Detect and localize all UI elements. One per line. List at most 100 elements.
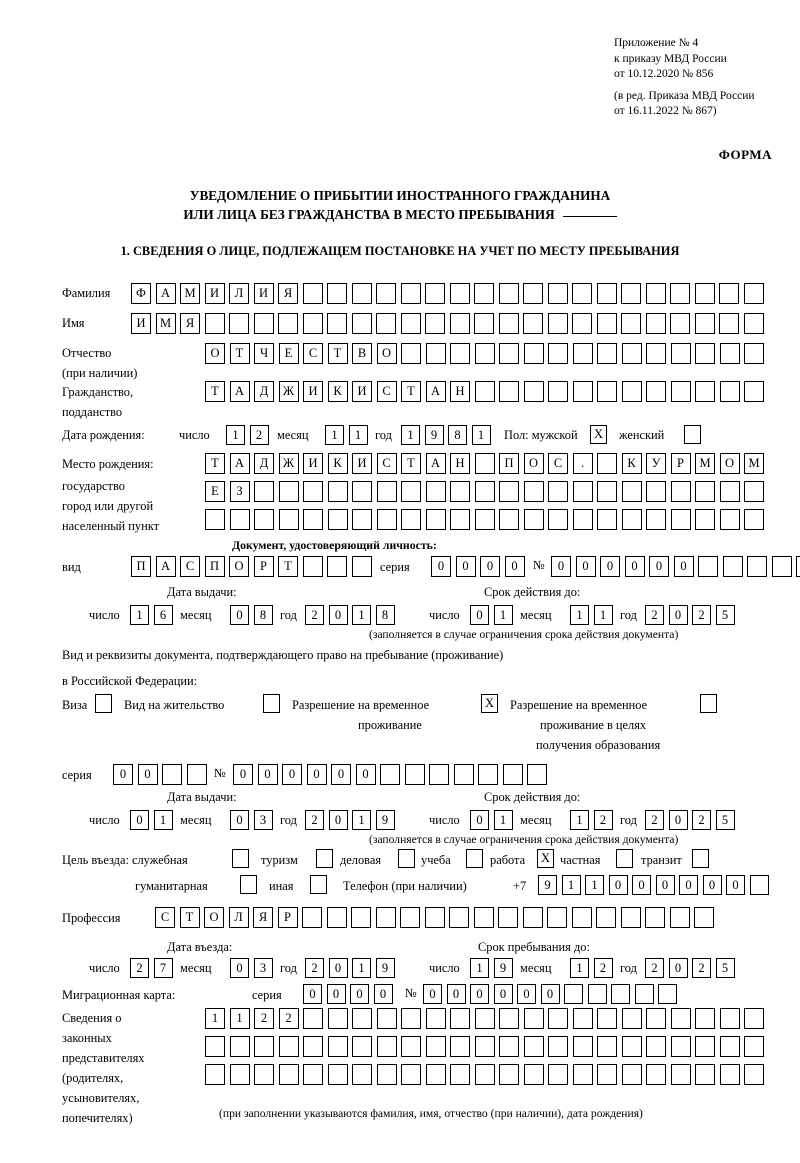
form-cell[interactable]: [621, 1064, 642, 1085]
temp-residence-checkbox[interactable]: X: [481, 694, 498, 713]
form-cell[interactable]: И: [204, 283, 225, 304]
form-cell[interactable]: [694, 283, 715, 304]
form-cell[interactable]: [620, 907, 641, 928]
form-cell[interactable]: [302, 313, 323, 334]
form-cell[interactable]: [254, 1036, 274, 1057]
form-cell[interactable]: 0: [306, 764, 327, 785]
form-cell[interactable]: [634, 984, 654, 1004]
form-cell[interactable]: 0: [455, 556, 476, 577]
form-cell[interactable]: [327, 509, 348, 530]
form-cell[interactable]: 1: [570, 605, 589, 625]
form-cell[interactable]: [744, 381, 764, 402]
form-cell[interactable]: [572, 381, 593, 402]
form-cell[interactable]: [527, 764, 547, 785]
purpose-other-checkbox[interactable]: [310, 875, 327, 894]
form-cell[interactable]: 9: [424, 425, 444, 445]
form-cell[interactable]: [796, 556, 800, 577]
form-cell[interactable]: 0: [350, 984, 369, 1004]
form-cell[interactable]: [670, 1008, 691, 1029]
form-cell[interactable]: [523, 343, 544, 364]
form-cell[interactable]: [621, 1036, 642, 1057]
form-cell[interactable]: Т: [205, 381, 225, 402]
form-cell[interactable]: [695, 1064, 715, 1085]
form-cell[interactable]: 5: [715, 958, 735, 978]
form-cell[interactable]: [352, 509, 372, 530]
form-cell[interactable]: [449, 907, 469, 928]
form-cell[interactable]: [229, 313, 249, 334]
form-cell[interactable]: [453, 764, 474, 785]
form-cell[interactable]: [376, 1008, 397, 1029]
form-cell[interactable]: 0: [431, 556, 451, 577]
form-cell[interactable]: И: [303, 381, 323, 402]
purpose-official-checkbox[interactable]: [232, 849, 249, 868]
form-cell[interactable]: [401, 481, 421, 502]
form-cell[interactable]: 0: [130, 810, 149, 830]
form-cell[interactable]: [327, 1064, 348, 1085]
form-cell[interactable]: [719, 1008, 740, 1029]
form-cell[interactable]: [597, 343, 617, 364]
sex-male-checkbox[interactable]: X: [590, 425, 607, 444]
form-cell[interactable]: 1: [585, 875, 604, 895]
form-cell[interactable]: Ч: [254, 343, 274, 364]
form-cell[interactable]: 9: [538, 875, 557, 895]
form-cell[interactable]: Р: [670, 453, 691, 474]
representatives-row-2-input[interactable]: [205, 1036, 764, 1057]
form-cell[interactable]: [719, 381, 740, 402]
form-cell[interactable]: 9: [375, 810, 395, 830]
form-cell[interactable]: 0: [113, 764, 133, 785]
form-cell[interactable]: [327, 283, 347, 304]
form-cell[interactable]: 1: [470, 958, 489, 978]
form-cell[interactable]: [719, 343, 740, 364]
form-cell[interactable]: [523, 481, 544, 502]
form-cell[interactable]: [572, 1036, 593, 1057]
form-cell[interactable]: 0: [137, 764, 158, 785]
form-cell[interactable]: [400, 283, 421, 304]
form-cell[interactable]: [695, 1008, 715, 1029]
form-cell[interactable]: С: [155, 907, 175, 928]
form-cell[interactable]: [698, 556, 718, 577]
form-cell[interactable]: [771, 556, 792, 577]
form-cell[interactable]: [744, 1008, 764, 1029]
form-cell[interactable]: [658, 984, 677, 1004]
form-cell[interactable]: [646, 343, 666, 364]
form-cell[interactable]: [621, 343, 642, 364]
form-cell[interactable]: [205, 509, 225, 530]
form-cell[interactable]: [401, 1008, 421, 1029]
form-cell[interactable]: [278, 481, 299, 502]
form-cell[interactable]: Я: [253, 907, 273, 928]
form-cell[interactable]: 2: [249, 425, 269, 445]
form-cell[interactable]: [303, 1036, 323, 1057]
form-cell[interactable]: Р: [277, 907, 298, 928]
form-cell[interactable]: [502, 764, 523, 785]
visa-checkbox[interactable]: [95, 694, 112, 713]
form-cell[interactable]: [719, 509, 740, 530]
form-cell[interactable]: [499, 381, 519, 402]
form-cell[interactable]: 0: [328, 605, 348, 625]
form-cell[interactable]: 0: [655, 875, 675, 895]
form-cell[interactable]: [499, 481, 519, 502]
form-cell[interactable]: [597, 381, 617, 402]
form-cell[interactable]: [548, 343, 568, 364]
form-cell[interactable]: [498, 313, 519, 334]
form-cell[interactable]: 1: [226, 425, 245, 445]
form-cell[interactable]: [596, 313, 617, 334]
form-cell[interactable]: [499, 509, 519, 530]
form-cell[interactable]: [548, 481, 568, 502]
form-cell[interactable]: [719, 313, 739, 334]
form-cell[interactable]: [572, 481, 593, 502]
form-cell[interactable]: 3: [253, 958, 273, 978]
form-cell[interactable]: [401, 1064, 421, 1085]
form-cell[interactable]: [327, 1008, 348, 1029]
form-cell[interactable]: [646, 1064, 666, 1085]
form-cell[interactable]: [205, 1036, 225, 1057]
form-cell[interactable]: П: [499, 453, 519, 474]
form-cell[interactable]: [401, 509, 421, 530]
form-cell[interactable]: [523, 1008, 544, 1029]
form-cell[interactable]: О: [205, 343, 225, 364]
